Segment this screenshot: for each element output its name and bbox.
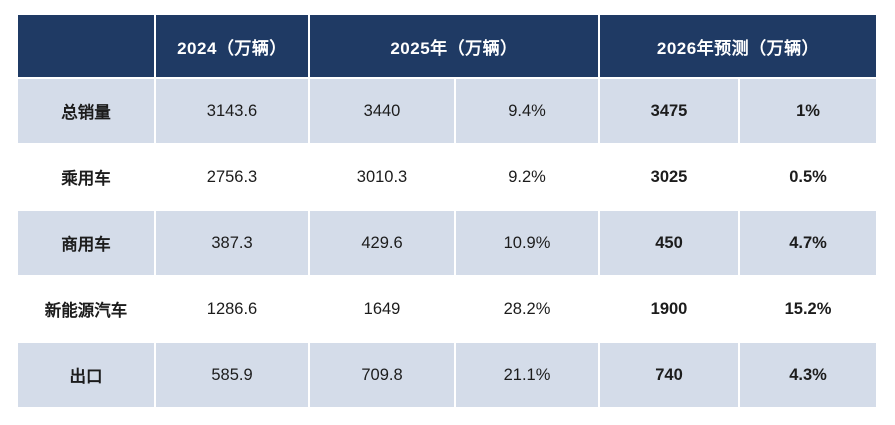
cell-2025-growth: 9.2% [456,145,599,209]
row-label: 乘用车 [18,145,154,209]
row-label: 出口 [18,343,154,407]
cell-2026-growth: 15.2% [740,277,877,341]
cell-2026-growth: 4.7% [740,211,877,275]
header-2026-forecast: 2026年预测（万辆） [600,15,877,77]
header-row: 2024（万辆） 2025年（万辆） 2026年预测（万辆） [18,15,877,77]
cell-2025-value: 3010.3 [310,145,454,209]
cell-2026-value: 740 [600,343,739,407]
table-row-commercial-vehicles: 商用车 387.3 429.6 10.9% 450 4.7% [18,211,877,275]
header-empty-corner-cell [18,15,154,77]
cell-2024-value: 585.9 [156,343,308,407]
cell-2024-value: 1286.6 [156,277,308,341]
cell-2025-value: 3440 [310,79,454,143]
cell-2026-value: 3475 [600,79,739,143]
cell-2026-growth: 1% [740,79,877,143]
cell-2026-value: 1900 [600,277,739,341]
row-label: 新能源汽车 [18,277,154,341]
cell-2024-value: 387.3 [156,211,308,275]
cell-2025-growth: 28.2% [456,277,599,341]
table-row-exports: 出口 585.9 709.8 21.1% 740 4.3% [18,343,877,407]
header-2025: 2025年（万辆） [310,15,599,77]
cell-2026-growth: 0.5% [740,145,877,209]
cell-2025-growth: 10.9% [456,211,599,275]
header-2024: 2024（万辆） [156,15,308,77]
cell-2024-value: 2756.3 [156,145,308,209]
row-label: 总销量 [18,79,154,143]
cell-2025-value: 1649 [310,277,454,341]
auto-sales-forecast-table: 2024（万辆） 2025年（万辆） 2026年预测（万辆） 总销量 3143.… [16,13,879,409]
cell-2025-value: 429.6 [310,211,454,275]
table-row-new-energy-vehicles: 新能源汽车 1286.6 1649 28.2% 1900 15.2% [18,277,877,341]
cell-2025-growth: 21.1% [456,343,599,407]
row-label: 商用车 [18,211,154,275]
cell-2026-growth: 4.3% [740,343,877,407]
cell-2024-value: 3143.6 [156,79,308,143]
cell-2026-value: 3025 [600,145,739,209]
cell-2025-value: 709.8 [310,343,454,407]
cell-2026-value: 450 [600,211,739,275]
cell-2025-growth: 9.4% [456,79,599,143]
table-row-total-sales: 总销量 3143.6 3440 9.4% 3475 1% [18,79,877,143]
table-row-passenger-vehicles: 乘用车 2756.3 3010.3 9.2% 3025 0.5% [18,145,877,209]
